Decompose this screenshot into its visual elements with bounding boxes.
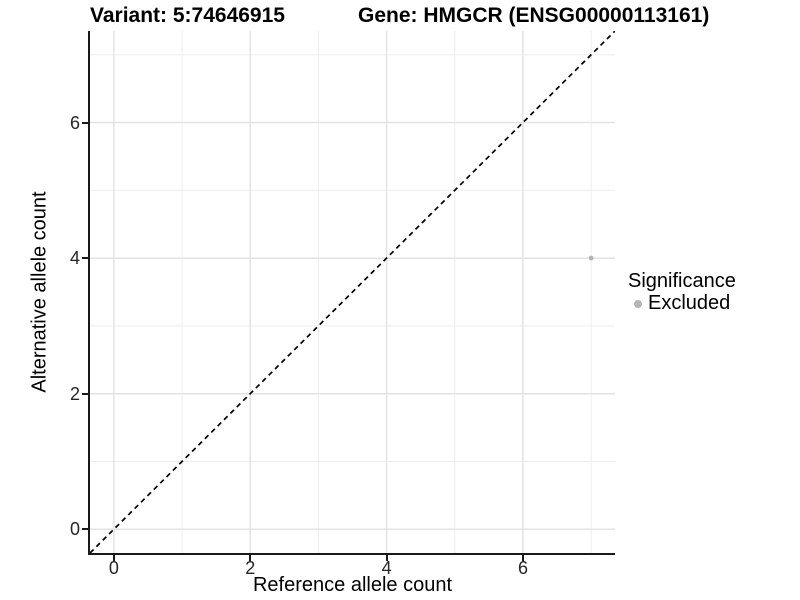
y-tick-label: 6 [69,112,80,133]
y-tick-label: 0 [69,519,80,540]
gene-title: Gene: HMGCR (ENSG00000113161) [358,4,710,27]
y-axis-line [88,31,90,555]
legend-key [628,294,648,314]
x-tick-label: 6 [517,558,528,578]
y-tick-mark [82,121,88,124]
x-tick-mark [249,555,252,561]
x-tick-mark [112,555,115,561]
variant-title: Variant: 5:74646915 [90,4,285,27]
plot-canvas [90,31,615,553]
y-tick-mark [82,528,88,531]
data-point-excluded [588,255,594,261]
x-axis-title: Reference allele count [252,574,452,596]
y-axis-title: Alternative allele count [28,191,51,393]
x-tick-label: 0 [108,558,119,578]
x-tick-label: 4 [381,558,392,578]
x-tick-label: 2 [245,558,256,578]
y-tick-mark [82,392,88,395]
legend-title: Significance [628,270,736,292]
y-tick-label: 2 [69,383,80,404]
x-axis-line [88,553,615,555]
legend: Significance Excluded [628,270,736,314]
legend-item-excluded: Excluded [628,292,736,314]
x-tick-mark [521,555,524,561]
legend-label: Excluded [648,292,731,314]
legend-items: Excluded [628,292,736,314]
identity-reference-line [90,31,615,553]
x-tick-mark [385,555,388,561]
y-tick-label: 4 [69,248,80,269]
legend-point-icon [634,299,642,308]
plot-panel [90,31,615,553]
y-tick-mark [82,257,88,260]
